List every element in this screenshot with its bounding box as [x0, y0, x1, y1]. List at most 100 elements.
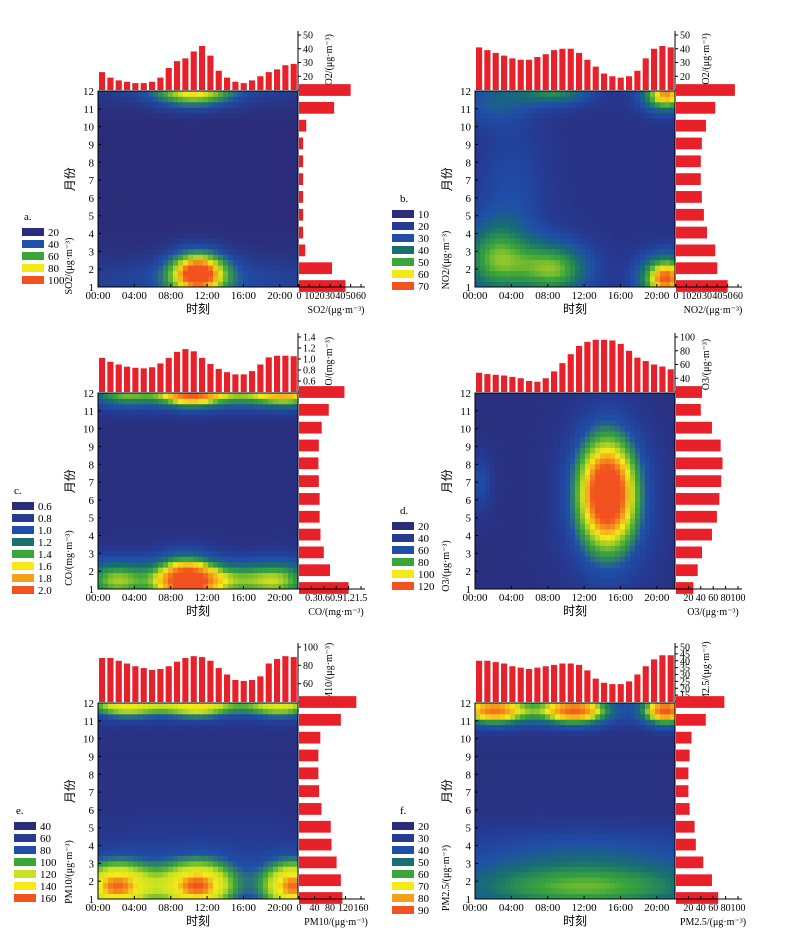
heatmap-a: [98, 91, 299, 288]
heatmap-cell: [495, 101, 501, 108]
heatmap-cell: [113, 156, 119, 163]
heatmap-cell: [198, 534, 204, 541]
heatmap-cell: [168, 496, 174, 503]
heatmap-cell: [118, 232, 124, 239]
heatmap-cell: [223, 123, 229, 130]
heatmap-cell: [218, 420, 224, 427]
heatmap-cell: [620, 183, 626, 190]
heatmap-cell: [640, 150, 646, 157]
heatmap-cell: [238, 150, 244, 157]
heatmap-cell: [128, 150, 134, 157]
heatmap-cell: [495, 243, 501, 250]
heatmap-cell: [208, 529, 214, 535]
heatmap-cell: [293, 414, 299, 421]
heatmap-cell: [645, 167, 651, 174]
heatmap-cell: [108, 118, 114, 125]
heatmap-cell: [475, 91, 481, 97]
heatmap-cell: [153, 545, 159, 552]
heatmap-cell: [168, 172, 174, 179]
heatmap-cell: [253, 221, 259, 228]
heatmap-cell: [283, 512, 289, 519]
heatmap-cell: [505, 183, 511, 190]
heatmap-cell: [253, 458, 259, 465]
heatmap-cell: [495, 194, 501, 201]
heatmap-cell: [158, 420, 164, 427]
heatmap-cell: [98, 463, 104, 470]
heatmap-cell: [228, 393, 234, 399]
heatmap-cell: [480, 112, 486, 119]
heatmap-cell: [665, 112, 671, 119]
heatmap-cell: [113, 145, 119, 152]
heatmap-cell: [133, 112, 139, 119]
heatmap-cell: [525, 270, 531, 277]
heatmap-cell: [158, 431, 164, 437]
heatmap-cell: [258, 534, 264, 541]
heatmap-cell: [233, 161, 239, 168]
heatmap-cell: [545, 156, 551, 163]
heatmap-cell: [188, 91, 194, 97]
heatmap-cell: [475, 447, 481, 454]
heatmap-cell: [525, 205, 531, 212]
heatmap-cell: [228, 567, 234, 574]
heatmap-cell: [580, 227, 586, 233]
heatmap-cell: [233, 101, 239, 108]
heatmap-cell: [515, 216, 521, 223]
heatmap-cell: [530, 238, 536, 244]
heatmap-cell: [520, 194, 526, 201]
heatmap-cell: [510, 474, 516, 481]
heatmap-cell: [540, 194, 546, 201]
heatmap-cell: [570, 134, 576, 141]
heatmap-cell: [168, 194, 174, 201]
heatmap-cell: [258, 150, 264, 157]
heatmap-cell: [113, 178, 119, 184]
heatmap-cell: [645, 112, 651, 119]
heatmap-cell: [238, 556, 244, 563]
heatmap-cell: [178, 145, 184, 152]
heatmap-cell: [153, 425, 159, 432]
heatmap-cell: [620, 238, 626, 244]
heatmap-cell: [153, 431, 159, 437]
heatmap-cell: [535, 167, 541, 174]
heatmap-cell: [133, 199, 139, 206]
heatmap-cell: [560, 216, 566, 223]
heatmap-cell: [198, 425, 204, 432]
heatmap-cell: [223, 281, 229, 288]
heatmap-cell: [520, 123, 526, 130]
heatmap-cell: [525, 238, 531, 244]
heatmap-cell: [655, 123, 661, 130]
heatmap-cell: [288, 161, 294, 168]
heatmap-cell: [118, 512, 124, 519]
heatmap-cell: [198, 243, 204, 250]
heatmap-cell: [278, 507, 284, 514]
heatmap-cell: [565, 221, 571, 228]
heatmap-cell: [123, 431, 129, 437]
heatmap-cell: [218, 129, 224, 135]
heatmap-cell: [128, 507, 134, 514]
heatmap-cell: [500, 409, 506, 416]
top-bar: [140, 83, 147, 91]
heatmap-cell: [585, 150, 591, 157]
heatmap-cell: [108, 458, 114, 465]
heatmap-cell: [520, 243, 526, 250]
heatmap-cell: [223, 183, 229, 190]
heatmap-cell: [208, 232, 214, 239]
heatmap-cell: [565, 156, 571, 163]
heatmap-cell: [293, 248, 299, 255]
heatmap-cell: [218, 96, 224, 103]
heatmap-cell: [108, 414, 114, 421]
heatmap-cell: [268, 216, 274, 223]
heatmap-cell: [198, 583, 204, 590]
heatmap-cell: [138, 463, 144, 470]
heatmap-cell: [238, 561, 244, 568]
heatmap-cell: [525, 178, 531, 184]
heatmap-cell: [123, 161, 129, 168]
heatmap-cell: [273, 480, 279, 486]
heatmap-cell: [665, 123, 671, 130]
heatmap-cell: [620, 107, 626, 114]
right-bar-tick-label: 0.3: [305, 593, 318, 604]
heatmap-cell: [188, 145, 194, 152]
heatmap-cell: [128, 447, 134, 454]
heatmap-cell: [565, 232, 571, 239]
heatmap-cell: [198, 567, 204, 574]
heatmap-cell: [263, 254, 269, 261]
